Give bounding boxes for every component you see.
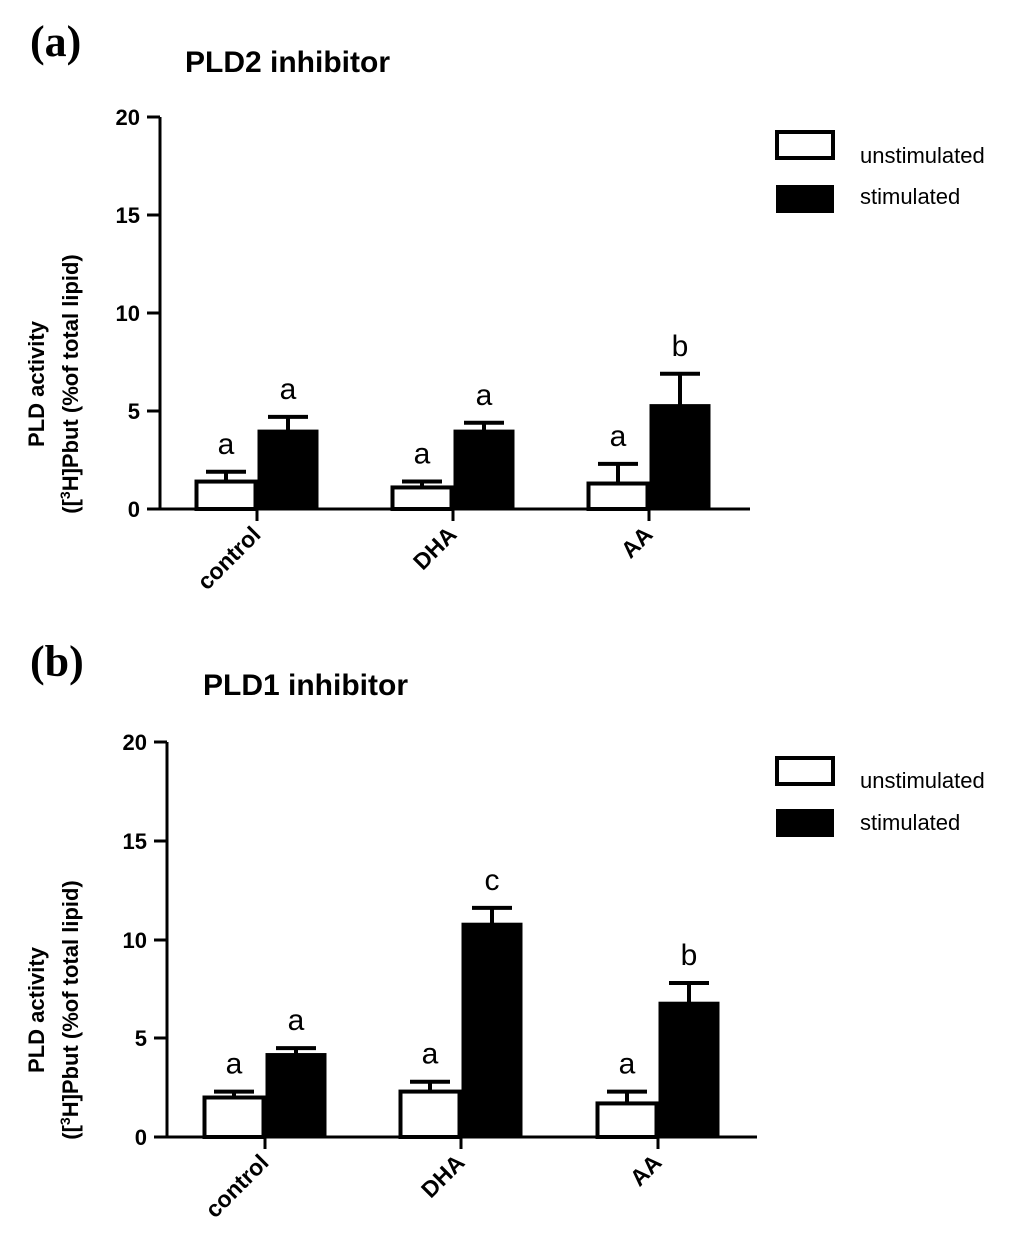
- x-ticks: control DHA AA: [200, 1137, 667, 1223]
- panel-label: (a): [30, 17, 81, 66]
- y-tick-label: 10: [123, 928, 147, 953]
- panel-label: (b): [30, 637, 84, 686]
- data-marks: a a a c a b: [202, 864, 720, 1140]
- bar-aa-stimulated: [649, 404, 711, 510]
- panel-b: (b) PLD1 inhibitor PLD activity ([3H]Pbu…: [24, 637, 985, 1223]
- category-label-dha: DHA: [416, 1149, 470, 1203]
- panel-a: (a) PLD2 inhibitor PLD activity ([3H]Pbu…: [24, 17, 985, 595]
- significance-label-dha-stimulated: c: [485, 864, 500, 897]
- y-axis-label: PLD activity ([3H]Pbut (%of total lipid): [24, 880, 83, 1140]
- y-tick-label: 10: [116, 301, 140, 326]
- bar-dha-unstimulated: [398, 1089, 462, 1139]
- legend-label-stimulated: stimulated: [860, 184, 960, 209]
- x-ticks: control DHA AA: [192, 509, 658, 595]
- y-tick-label: 0: [135, 1125, 147, 1150]
- bar-dha-stimulated: [461, 922, 523, 1139]
- y-axis-label-line1: PLD activity: [24, 946, 49, 1073]
- chart-title: PLD1 inhibitor: [203, 669, 408, 702]
- bar-dha-unstimulated: [390, 485, 454, 512]
- y-ticks: 0 5 10 15 20: [116, 105, 160, 522]
- significance-label-aa-stimulated: b: [672, 330, 689, 363]
- legend-label-unstimulated: unstimulated: [860, 768, 985, 793]
- significance-label-control-unstimulated: a: [226, 1048, 243, 1081]
- significance-label-aa-unstimulated: a: [610, 420, 627, 453]
- legend-label-stimulated: stimulated: [860, 810, 960, 835]
- category-label-control: control: [200, 1149, 274, 1223]
- legend: unstimulated stimulated: [775, 756, 985, 837]
- significance-label-control-stimulated: a: [280, 373, 297, 406]
- bar-control-unstimulated: [202, 1095, 266, 1139]
- significance-label-control-unstimulated: a: [218, 428, 235, 461]
- bar-aa-unstimulated: [586, 481, 650, 511]
- significance-label-dha-unstimulated: a: [414, 438, 431, 471]
- legend: unstimulated stimulated: [775, 130, 985, 213]
- bar-control-unstimulated: [194, 479, 258, 511]
- significance-label-aa-stimulated: b: [681, 939, 698, 972]
- category-label-aa: AA: [625, 1149, 667, 1191]
- bar-control-stimulated: [257, 429, 319, 511]
- y-tick-label: 0: [128, 497, 140, 522]
- y-tick-label: 15: [123, 829, 147, 854]
- y-axis-label: PLD activity ([3H]Pbut (%of total lipid): [24, 254, 83, 514]
- y-tick-label: 5: [135, 1026, 147, 1051]
- y-axis-label-line1: PLD activity: [24, 320, 49, 447]
- y-tick-label: 20: [116, 105, 140, 130]
- legend-swatch-stimulated: [776, 809, 834, 837]
- legend-swatch-unstimulated: [775, 130, 835, 160]
- data-marks: a a a a a b: [194, 330, 711, 512]
- bar-control-stimulated: [265, 1053, 327, 1139]
- y-tick-label: 5: [128, 399, 140, 424]
- bar-aa-unstimulated: [595, 1101, 659, 1140]
- y-axis-label-line2: ([3H]Pbut (%of total lipid): [57, 254, 83, 514]
- category-label-control: control: [192, 521, 266, 595]
- legend-swatch-unstimulated: [775, 756, 835, 786]
- chart-title: PLD2 inhibitor: [185, 46, 390, 79]
- significance-label-dha-stimulated: a: [476, 379, 493, 412]
- category-label-aa: AA: [616, 521, 658, 563]
- significance-label-aa-unstimulated: a: [619, 1048, 636, 1081]
- significance-label-control-stimulated: a: [288, 1004, 305, 1037]
- legend-swatch-stimulated: [776, 185, 834, 213]
- bar-dha-stimulated: [453, 429, 515, 511]
- y-axis-label-line2: ([3H]Pbut (%of total lipid): [57, 880, 83, 1140]
- significance-label-dha-unstimulated: a: [422, 1038, 439, 1071]
- y-ticks: 0 5 10 15 20: [123, 730, 167, 1150]
- y-tick-label: 20: [123, 730, 147, 755]
- category-label-dha: DHA: [408, 521, 462, 575]
- bar-aa-stimulated: [658, 1001, 720, 1139]
- y-tick-label: 15: [116, 203, 140, 228]
- legend-label-unstimulated: unstimulated: [860, 143, 985, 168]
